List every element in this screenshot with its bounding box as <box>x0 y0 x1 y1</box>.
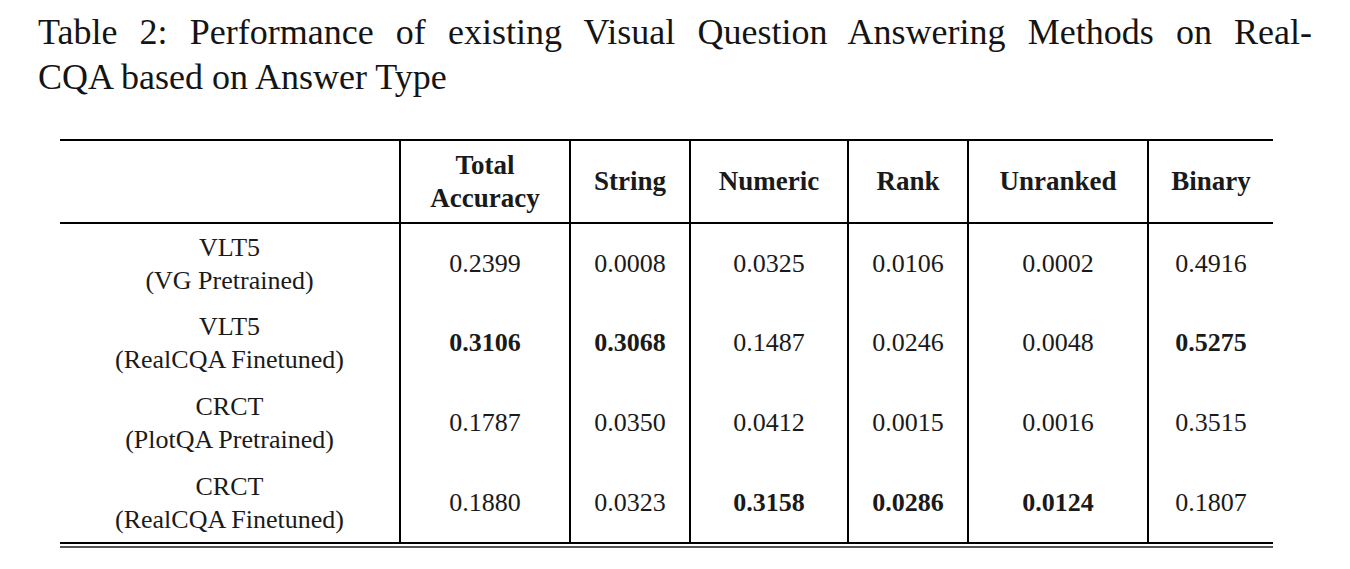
value-cell-total_accuracy: 0.3106 <box>400 303 570 383</box>
method-cell: CRCT(RealCQA Finetuned) <box>60 463 400 543</box>
table-row: VLT5(VG Pretrained)0.23990.00080.03250.0… <box>60 223 1273 303</box>
value-cell-string: 0.3068 <box>570 303 690 383</box>
results-table-container: TotalAccuracyStringNumericRankUnrankedBi… <box>60 139 1273 548</box>
value-cell-unranked: 0.0124 <box>968 463 1148 543</box>
value-cell-binary: 0.1807 <box>1148 463 1273 543</box>
value-cell-unranked: 0.0002 <box>968 223 1148 303</box>
paper-page: Table 2: Performance of existing Visual … <box>0 0 1350 569</box>
value-cell-rank: 0.0106 <box>848 223 968 303</box>
value-cell-total_accuracy: 0.2399 <box>400 223 570 303</box>
value-cell-numeric: 0.3158 <box>690 463 848 543</box>
method-cell: VLT5(VG Pretrained) <box>60 223 400 303</box>
value-cell-total_accuracy: 0.1787 <box>400 383 570 463</box>
value-cell-string: 0.0008 <box>570 223 690 303</box>
column-header-string: String <box>570 140 690 223</box>
column-header-method <box>60 140 400 223</box>
value-cell-unranked: 0.0048 <box>968 303 1148 383</box>
bottom-double-rule <box>60 546 1273 548</box>
header-row: TotalAccuracyStringNumericRankUnrankedBi… <box>60 140 1273 223</box>
value-cell-string: 0.0323 <box>570 463 690 543</box>
column-header-total_accuracy: TotalAccuracy <box>400 140 570 223</box>
table-row: CRCT(PlotQA Pretrained)0.17870.03500.041… <box>60 383 1273 463</box>
column-header-numeric: Numeric <box>690 140 848 223</box>
table-caption: Table 2: Performance of existing Visual … <box>38 10 1312 100</box>
results-table: TotalAccuracyStringNumericRankUnrankedBi… <box>60 139 1273 544</box>
value-cell-binary: 0.5275 <box>1148 303 1273 383</box>
value-cell-rank: 0.0015 <box>848 383 968 463</box>
method-cell: VLT5(RealCQA Finetuned) <box>60 303 400 383</box>
value-cell-binary: 0.3515 <box>1148 383 1273 463</box>
column-header-unranked: Unranked <box>968 140 1148 223</box>
value-cell-rank: 0.0246 <box>848 303 968 383</box>
method-cell: CRCT(PlotQA Pretrained) <box>60 383 400 463</box>
value-cell-numeric: 0.1487 <box>690 303 848 383</box>
table-body: VLT5(VG Pretrained)0.23990.00080.03250.0… <box>60 223 1273 543</box>
table-row: VLT5(RealCQA Finetuned)0.31060.30680.148… <box>60 303 1273 383</box>
caption-line-2: CQA based on Answer Type <box>38 55 1312 100</box>
column-header-binary: Binary <box>1148 140 1273 223</box>
value-cell-unranked: 0.0016 <box>968 383 1148 463</box>
value-cell-string: 0.0350 <box>570 383 690 463</box>
value-cell-numeric: 0.0325 <box>690 223 848 303</box>
table-row: CRCT(RealCQA Finetuned)0.18800.03230.315… <box>60 463 1273 543</box>
value-cell-total_accuracy: 0.1880 <box>400 463 570 543</box>
column-header-rank: Rank <box>848 140 968 223</box>
value-cell-numeric: 0.0412 <box>690 383 848 463</box>
value-cell-binary: 0.4916 <box>1148 223 1273 303</box>
value-cell-rank: 0.0286 <box>848 463 968 543</box>
caption-line-1: Table 2: Performance of existing Visual … <box>38 10 1312 55</box>
